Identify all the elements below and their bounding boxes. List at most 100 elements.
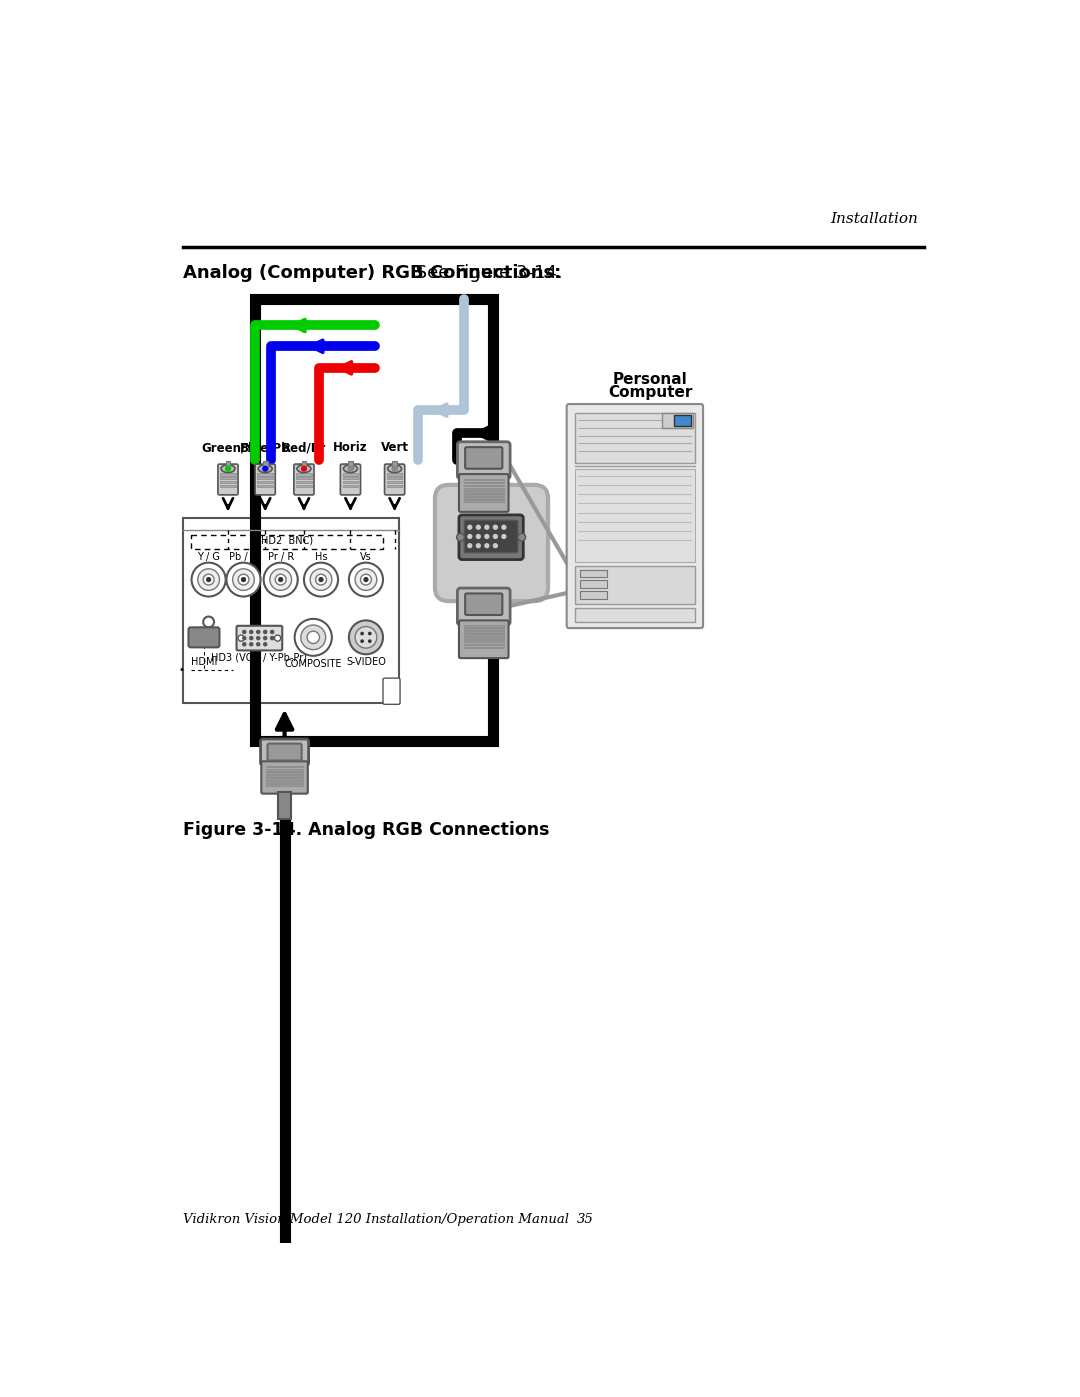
Bar [220,485,235,488]
Bar [342,485,359,488]
FancyBboxPatch shape [294,464,314,495]
FancyBboxPatch shape [255,464,275,495]
Circle shape [502,525,505,529]
Bar [301,461,307,469]
Circle shape [355,627,377,648]
Circle shape [264,643,267,645]
Bar [266,766,303,767]
Circle shape [243,643,246,645]
Text: Vidikron Vision Model 120 Installation/Operation Manual: Vidikron Vision Model 120 Installation/O… [183,1214,569,1227]
Text: Vs: Vs [360,552,372,562]
Circle shape [361,574,372,585]
FancyBboxPatch shape [465,594,502,615]
FancyBboxPatch shape [459,515,524,560]
Circle shape [457,534,464,541]
FancyBboxPatch shape [465,447,502,469]
Bar [463,495,504,496]
Bar [576,608,694,622]
Bar [257,485,273,488]
Circle shape [319,578,323,581]
FancyBboxPatch shape [458,588,510,624]
Ellipse shape [297,465,311,472]
Bar [463,634,504,636]
Circle shape [191,563,226,597]
Bar [662,412,693,427]
Circle shape [468,535,472,538]
FancyBboxPatch shape [218,464,238,495]
Bar [463,485,504,486]
Bar [266,775,303,777]
Circle shape [242,578,245,581]
Bar [266,768,303,771]
Ellipse shape [258,465,272,472]
Ellipse shape [221,465,235,472]
FancyBboxPatch shape [567,404,703,629]
Bar [191,535,383,549]
Bar [342,474,359,475]
Circle shape [315,574,326,585]
Circle shape [271,637,273,640]
Circle shape [485,535,489,538]
Circle shape [295,619,332,655]
Circle shape [368,640,370,643]
Bar [266,773,303,774]
Circle shape [274,636,281,641]
Bar [580,570,607,577]
Circle shape [271,630,273,633]
Circle shape [198,569,219,591]
Text: Horiz: Horiz [333,441,368,454]
Circle shape [279,578,283,581]
Circle shape [303,563,338,597]
Text: Pb / B: Pb / B [229,552,258,562]
Circle shape [226,467,230,471]
Text: Pr / R: Pr / R [268,552,294,562]
Text: Green/Y: Green/Y [202,441,254,454]
Bar [296,474,312,475]
Text: Installation: Installation [829,212,918,226]
Bar [257,481,273,483]
Bar [463,644,504,645]
FancyBboxPatch shape [435,485,548,601]
Circle shape [349,620,383,654]
Circle shape [257,643,260,645]
Bar [262,461,268,469]
Bar [183,518,399,703]
Circle shape [364,578,368,581]
Bar [463,479,504,481]
Text: HD3 (VGA / Y-Pb-Pr): HD3 (VGA / Y-Pb-Pr) [211,652,307,662]
Text: HDMI: HDMI [191,658,217,668]
Bar [463,629,504,630]
Circle shape [301,624,326,650]
Bar [220,474,235,475]
Circle shape [348,467,353,471]
Text: Figure 3-14. Analog RGB Connections: Figure 3-14. Analog RGB Connections [183,820,550,838]
Bar [387,478,403,479]
Circle shape [349,563,383,597]
Bar [463,490,504,493]
Circle shape [368,633,370,634]
Text: HD2  BNC): HD2 BNC) [261,535,313,546]
Circle shape [517,534,526,541]
Circle shape [238,574,248,585]
Text: Personal: Personal [613,372,688,387]
Circle shape [494,543,497,548]
Text: •: • [178,665,185,675]
Bar [220,478,235,479]
Bar [387,474,403,475]
Bar [266,778,303,780]
FancyBboxPatch shape [458,441,510,479]
Bar [220,481,235,483]
Circle shape [270,569,292,591]
Circle shape [361,633,363,634]
Circle shape [264,630,267,633]
Ellipse shape [388,465,402,472]
Bar [463,500,504,502]
Circle shape [257,637,260,640]
FancyBboxPatch shape [383,678,400,704]
Circle shape [476,543,481,548]
FancyBboxPatch shape [459,620,509,658]
Circle shape [264,563,298,597]
Circle shape [361,640,363,643]
FancyBboxPatch shape [268,743,301,760]
Circle shape [206,578,211,581]
